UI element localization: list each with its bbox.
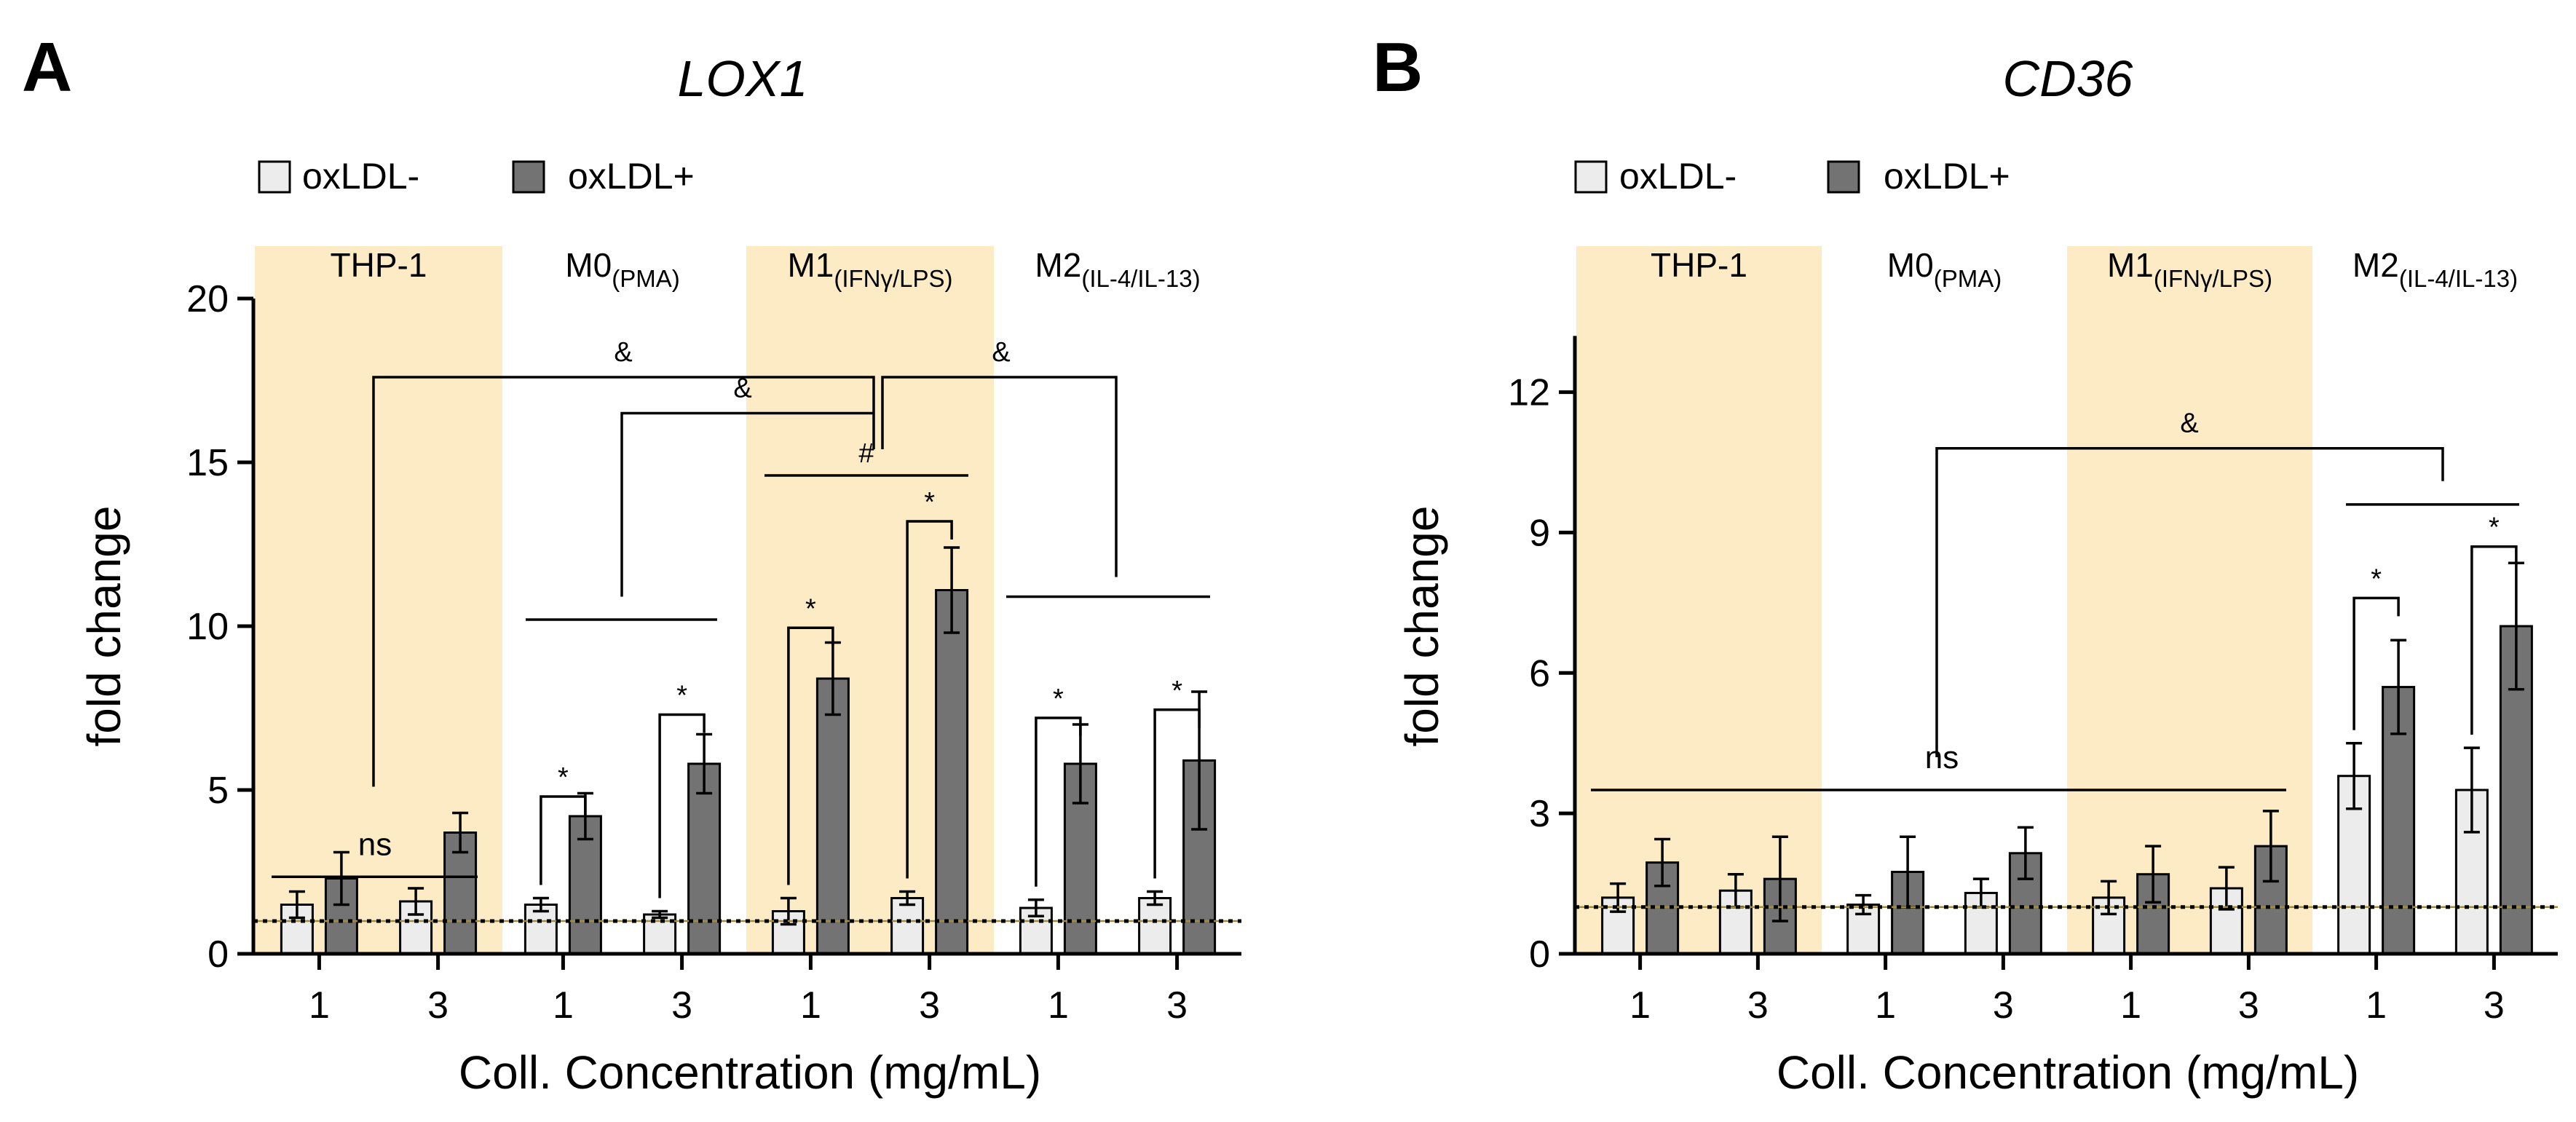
x-tick-label: 1: [1629, 984, 1651, 1027]
sig-bracket-star: [2470, 545, 2518, 735]
sig-bracket-star: [906, 520, 953, 879]
x-tick-label: 1: [309, 984, 330, 1027]
panel-letter: B: [1372, 28, 1423, 106]
legend-swatch-pos: [512, 160, 545, 194]
sig-label-amp: &: [733, 374, 751, 404]
group-label-sub: (PMA): [612, 265, 680, 292]
x-tick-label: 1: [2120, 984, 2141, 1027]
group-label-main: M1: [787, 246, 834, 284]
y-tick-label: 5: [208, 770, 229, 812]
group-label: M0(PMA): [1887, 246, 2002, 292]
y-axis-label: fold change: [1396, 506, 1448, 747]
group-label-main: M0: [1887, 246, 1934, 284]
bar-oxldl-pos: [935, 589, 969, 955]
x-tick-label: 1: [1875, 984, 1896, 1027]
y-axis-label: fold change: [78, 506, 130, 747]
x-tick-label: 3: [2238, 984, 2259, 1027]
bar-oxldl-neg: [890, 897, 925, 955]
sig-bracket-star: [787, 626, 834, 885]
x-axis-label: Coll. Concentration (mg/mL): [1777, 1046, 2359, 1099]
group-label-main: M2: [2352, 246, 2399, 284]
sig-label-amp: &: [614, 337, 632, 368]
group-label-main: THP-1: [1651, 246, 1747, 284]
group-label-sub: (IL-4/IL-13): [1081, 265, 1200, 292]
bar-oxldl-neg: [2209, 887, 2243, 955]
y-tick-label: 10: [186, 606, 229, 648]
bar-oxldl-neg: [1138, 897, 1172, 955]
sig-label-star: *: [2371, 564, 2382, 594]
legend-label-neg: oxLDL-: [302, 156, 419, 197]
y-tick-label: 15: [186, 442, 229, 484]
x-tick-label: 3: [671, 984, 692, 1027]
group-label: M2(IL-4/IL-13): [1035, 246, 1200, 292]
sig-label-star: *: [2489, 513, 2500, 543]
x-tick-label: 3: [2484, 984, 2505, 1027]
bar-oxldl-pos: [443, 831, 478, 955]
bar-oxldl-pos: [815, 677, 850, 955]
sig-label-star: *: [924, 487, 935, 518]
group-label-sub: (IFNγ/LPS): [834, 265, 952, 292]
x-tick-label: 3: [427, 984, 449, 1027]
group-label: THP-1: [1651, 246, 1747, 284]
sig-bracket-star: [1035, 716, 1082, 887]
group-label-main: M0: [565, 246, 612, 284]
group-label: M0(PMA): [565, 246, 679, 292]
y-tick-label: 0: [208, 933, 229, 976]
y-tick-label: 20: [186, 278, 229, 320]
x-tick-label: 3: [919, 984, 940, 1027]
y-tick-label: 12: [1508, 372, 1550, 414]
sig-label-ns: ns: [1925, 740, 1959, 775]
sig-label-star: *: [805, 593, 816, 624]
x-tick-label: 3: [1166, 984, 1188, 1027]
sig-label-star: *: [676, 681, 687, 711]
group-label-main: M2: [1035, 246, 1081, 284]
sig-bracket-star: [1153, 708, 1201, 879]
group-label: THP-1: [331, 246, 427, 284]
group-label: M2(IL-4/IL-13): [2352, 246, 2518, 292]
x-tick-label: 1: [553, 984, 574, 1027]
x-tick-label: 3: [1747, 984, 1769, 1027]
x-axis-label: Coll. Concentration (mg/mL): [459, 1046, 1041, 1099]
x-tick-label: 1: [2366, 984, 2387, 1027]
sig-label-hash: #: [858, 438, 874, 469]
legend-swatch-neg: [258, 160, 291, 194]
legend-label-neg: oxLDL-: [1619, 156, 1737, 197]
sig-bracket-amp-m2: [881, 376, 1118, 577]
group-label: M1(IFNγ/LPS): [787, 246, 952, 292]
chart-title: CD36: [2003, 50, 2133, 107]
group-label-main: M1: [2107, 246, 2154, 284]
sig-bracket-star: [658, 713, 706, 898]
sig-label-star: *: [558, 762, 569, 793]
group-label: M1(IFNγ/LPS): [2107, 246, 2272, 292]
y-tick-label: 3: [1529, 793, 1550, 835]
group-label-sub: (IFNγ/LPS): [2154, 265, 2272, 292]
sig-label-ns: ns: [358, 826, 392, 862]
legend-swatch-neg: [1574, 160, 1608, 194]
legend-label-pos: oxLDL+: [1884, 156, 2010, 197]
legend-swatch-pos: [1827, 160, 1860, 194]
sig-bracket-amp: [1935, 446, 2444, 757]
y-tick-label: 6: [1529, 652, 1550, 695]
sig-bracket-star: [2352, 596, 2400, 730]
sig-label-star: *: [1053, 684, 1064, 714]
sig-bracket-amp-m0: [620, 411, 874, 597]
sig-label-amp: &: [992, 337, 1010, 368]
sig-bracket-star: [540, 795, 587, 885]
sig-label-amp: &: [2180, 408, 2198, 439]
sig-label-star: *: [1172, 676, 1182, 706]
group-band: [1576, 246, 1822, 954]
group-label-sub: (PMA): [1934, 265, 2002, 292]
panel-letter: A: [22, 28, 72, 106]
legend-label-pos: oxLDL+: [568, 156, 695, 197]
y-tick-label: 9: [1529, 512, 1550, 554]
group-label-main: THP-1: [331, 246, 427, 284]
chart-title: LOX1: [678, 50, 808, 107]
group-label-sub: (IL-4/IL-13): [2399, 265, 2518, 292]
y-tick-label: 0: [1529, 933, 1550, 976]
x-tick-label: 1: [1048, 984, 1069, 1027]
x-tick-label: 1: [800, 984, 821, 1027]
x-tick-label: 3: [1993, 984, 2014, 1027]
